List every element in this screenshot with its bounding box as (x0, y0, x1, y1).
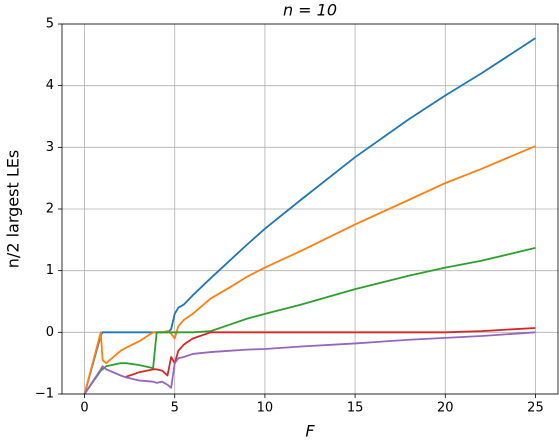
chart-title: n = 10 (283, 1, 337, 20)
y-tick-label: 1 (46, 263, 54, 278)
x-tick-label: 15 (347, 401, 364, 416)
y-tick-label: 3 (46, 140, 54, 155)
y-tick-label: −1 (35, 387, 54, 402)
x-tick-label: 25 (527, 401, 544, 416)
y-axis-label: n/2 largest LEs (4, 150, 23, 268)
x-tick-label: 10 (257, 401, 274, 416)
x-tick-label: 5 (171, 401, 179, 416)
x-tick-label: 20 (437, 401, 454, 416)
y-tick-label: 4 (46, 78, 54, 93)
data-line (83, 331, 536, 395)
y-tick-label: 2 (46, 202, 54, 217)
x-axis-label: F (305, 422, 315, 440)
data-line (83, 37, 536, 395)
data-line (83, 145, 536, 395)
y-tick-label: 0 (46, 325, 54, 340)
data-line (83, 246, 536, 395)
plot-frame (61, 23, 559, 395)
data-line (125, 327, 536, 378)
x-tick-label: 0 (80, 401, 88, 416)
y-tick-label: 5 (46, 17, 54, 32)
